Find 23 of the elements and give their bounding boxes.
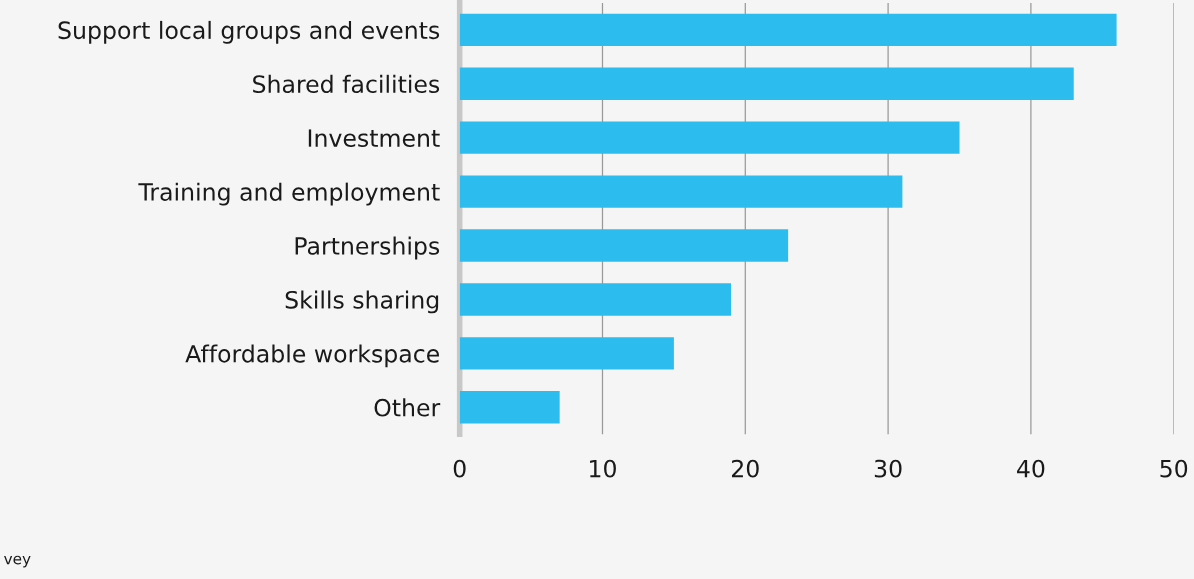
bar [459,121,960,154]
bar [459,229,789,262]
x-tick-label: 40 [1017,459,1045,478]
bar [459,391,560,424]
bar [459,175,903,208]
y-tick-label: Skills sharing [285,290,439,314]
y-tick-label: Affordable workspace [185,344,439,368]
x-tick-label: 10 [590,459,616,478]
bar [459,67,1074,100]
x-tick-label: 30 [874,459,902,478]
bar [459,283,732,316]
y-tick-label: Support local groups and events [58,20,440,44]
x-tick-label: 0 [453,459,466,478]
bar [459,13,1117,47]
y-tick-label: Other [374,398,441,417]
bar [459,337,674,370]
y-tick-label: Partnerships [295,236,440,260]
x-tick-label: 50 [1160,459,1188,478]
x-tick-label: 20 [732,459,759,478]
y-tick-label: Training and employment [138,182,440,206]
y-tick-label: Investment [308,129,440,147]
text: vey [4,555,31,568]
y-tick-label: Shared facilities [253,74,440,94]
